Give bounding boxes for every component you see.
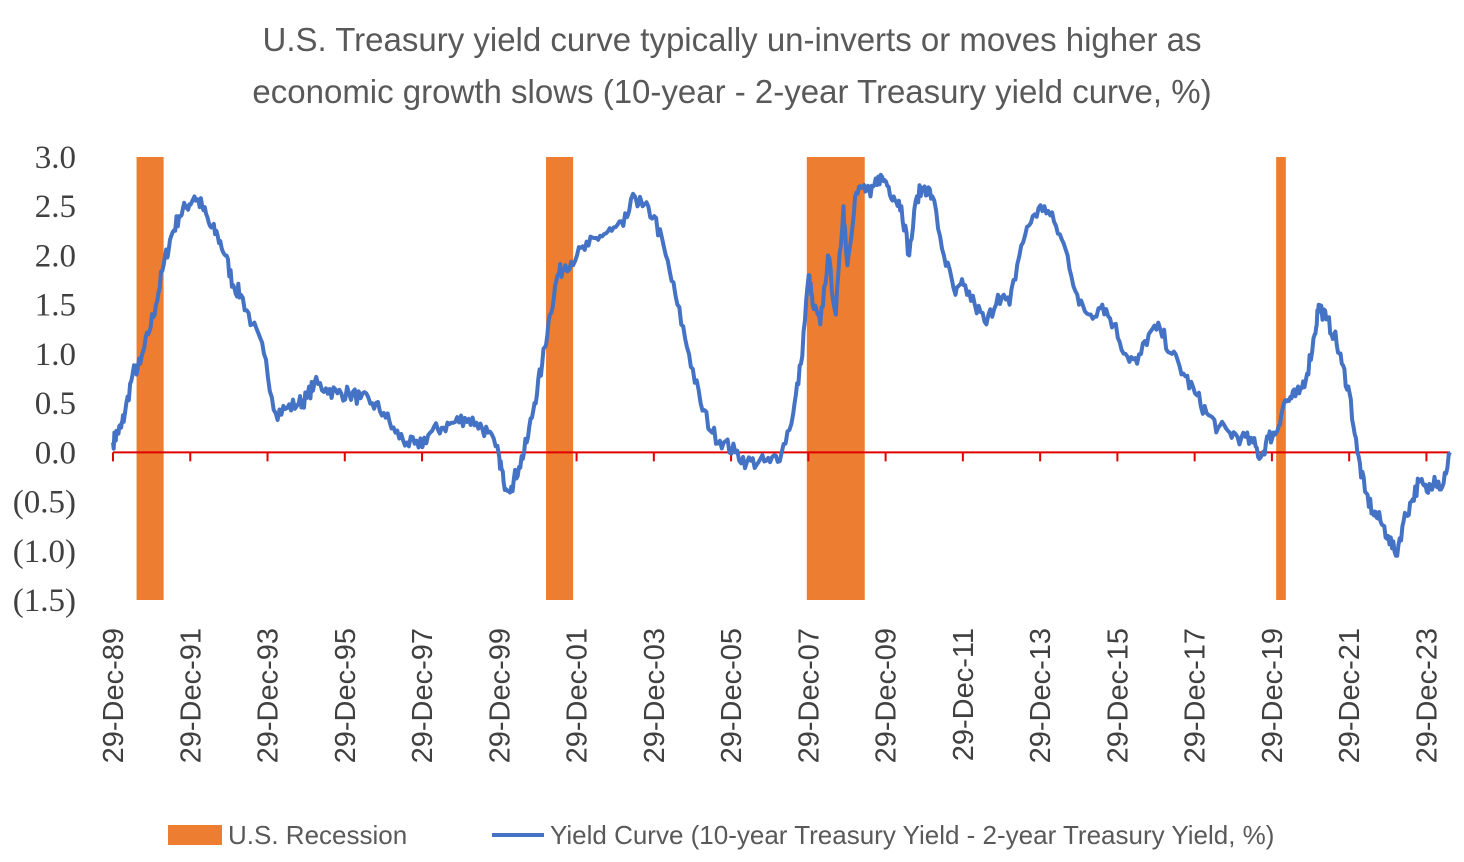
y-tick-label-4: 1.5 bbox=[35, 288, 76, 324]
recession-band-1 bbox=[136, 157, 164, 600]
y-tick-label-6: 0.5 bbox=[35, 386, 76, 422]
x-tick-label-5: 29-Dec-97 bbox=[407, 628, 439, 763]
chart-legend: U.S. Recession Yield Curve (10-year Trea… bbox=[0, 815, 1464, 855]
x-tick-label-3: 29-Dec-93 bbox=[253, 628, 285, 763]
recession-band-4 bbox=[1276, 157, 1286, 600]
yield-curve-series bbox=[111, 172, 1452, 558]
y-tick-label-7: 0.0 bbox=[35, 435, 76, 471]
x-tick-label-4: 29-Dec-95 bbox=[330, 628, 362, 763]
recession-band-2 bbox=[546, 157, 574, 600]
chart-title-line-2: economic growth slows (10-year - 2-year … bbox=[252, 73, 1212, 110]
chart-title: U.S. Treasury yield curve typically un-i… bbox=[0, 14, 1464, 118]
y-tick-label-2: 2.5 bbox=[35, 189, 76, 225]
x-tick-label-7: 29-Dec-01 bbox=[562, 628, 594, 763]
legend-swatch-recession bbox=[168, 825, 222, 845]
x-tick-label-17: 29-Dec-21 bbox=[1334, 628, 1366, 763]
x-tick-label-15: 29-Dec-17 bbox=[1180, 628, 1212, 763]
x-tick-label-14: 29-Dec-15 bbox=[1102, 628, 1134, 763]
x-tick-label-8: 29-Dec-03 bbox=[639, 628, 671, 763]
x-tick-label-13: 29-Dec-13 bbox=[1025, 628, 1057, 763]
x-tick-label-16: 29-Dec-19 bbox=[1257, 628, 1289, 763]
y-tick-label-9: (1.0) bbox=[13, 534, 76, 570]
legend-label-yield-curve: Yield Curve (10-year Treasury Yield - 2-… bbox=[550, 819, 1275, 850]
recession-bands bbox=[136, 157, 1286, 600]
yield-curve-line bbox=[111, 172, 1452, 558]
y-axis-ticks: 3.0 2.5 2.0 1.5 1.0 0.5 0.0 (0.5) (1.0) (1.5) bbox=[13, 140, 76, 619]
legend-item-yield-curve: Yield Curve (10-year Treasury Yield - 2-… bbox=[492, 815, 1274, 855]
x-tick-label-18: 29-Dec-23 bbox=[1411, 628, 1443, 763]
x-tick-label-12: 29-Dec-11 bbox=[948, 628, 980, 761]
recession-band-3 bbox=[806, 157, 865, 600]
chart-title-line-1: U.S. Treasury yield curve typically un-i… bbox=[262, 21, 1202, 58]
x-tick-label-9: 29-Dec-05 bbox=[716, 628, 748, 763]
legend-item-recession: U.S. Recession bbox=[168, 815, 407, 855]
x-tick-label-10: 29-Dec-07 bbox=[793, 628, 825, 763]
x-axis-ticks: 29-Dec-89 29-Dec-91 29-Dec-93 29-Dec-95 29-D… bbox=[98, 628, 1443, 763]
legend-label-recession: U.S. Recession bbox=[228, 819, 408, 850]
y-tick-label-8: (0.5) bbox=[13, 485, 76, 521]
x-tick-label-1: 29-Dec-89 bbox=[98, 628, 130, 763]
x-tick-label-11: 29-Dec-09 bbox=[871, 628, 903, 763]
legend-swatch-yield-curve bbox=[492, 833, 544, 837]
y-tick-label-1: 3.0 bbox=[35, 140, 76, 176]
x-tick-label-2: 29-Dec-91 bbox=[175, 628, 207, 763]
yield-curve-chart: 3.0 2.5 2.0 1.5 1.0 0.5 0.0 (0.5) (1.0) (1.5) 29-… bbox=[13, 140, 1452, 763]
y-tick-label-10: (1.5) bbox=[13, 583, 76, 619]
y-tick-label-3: 2.0 bbox=[35, 238, 76, 274]
y-tick-label-5: 1.0 bbox=[35, 337, 76, 373]
x-tick-label-6: 29-Dec-99 bbox=[484, 628, 516, 763]
